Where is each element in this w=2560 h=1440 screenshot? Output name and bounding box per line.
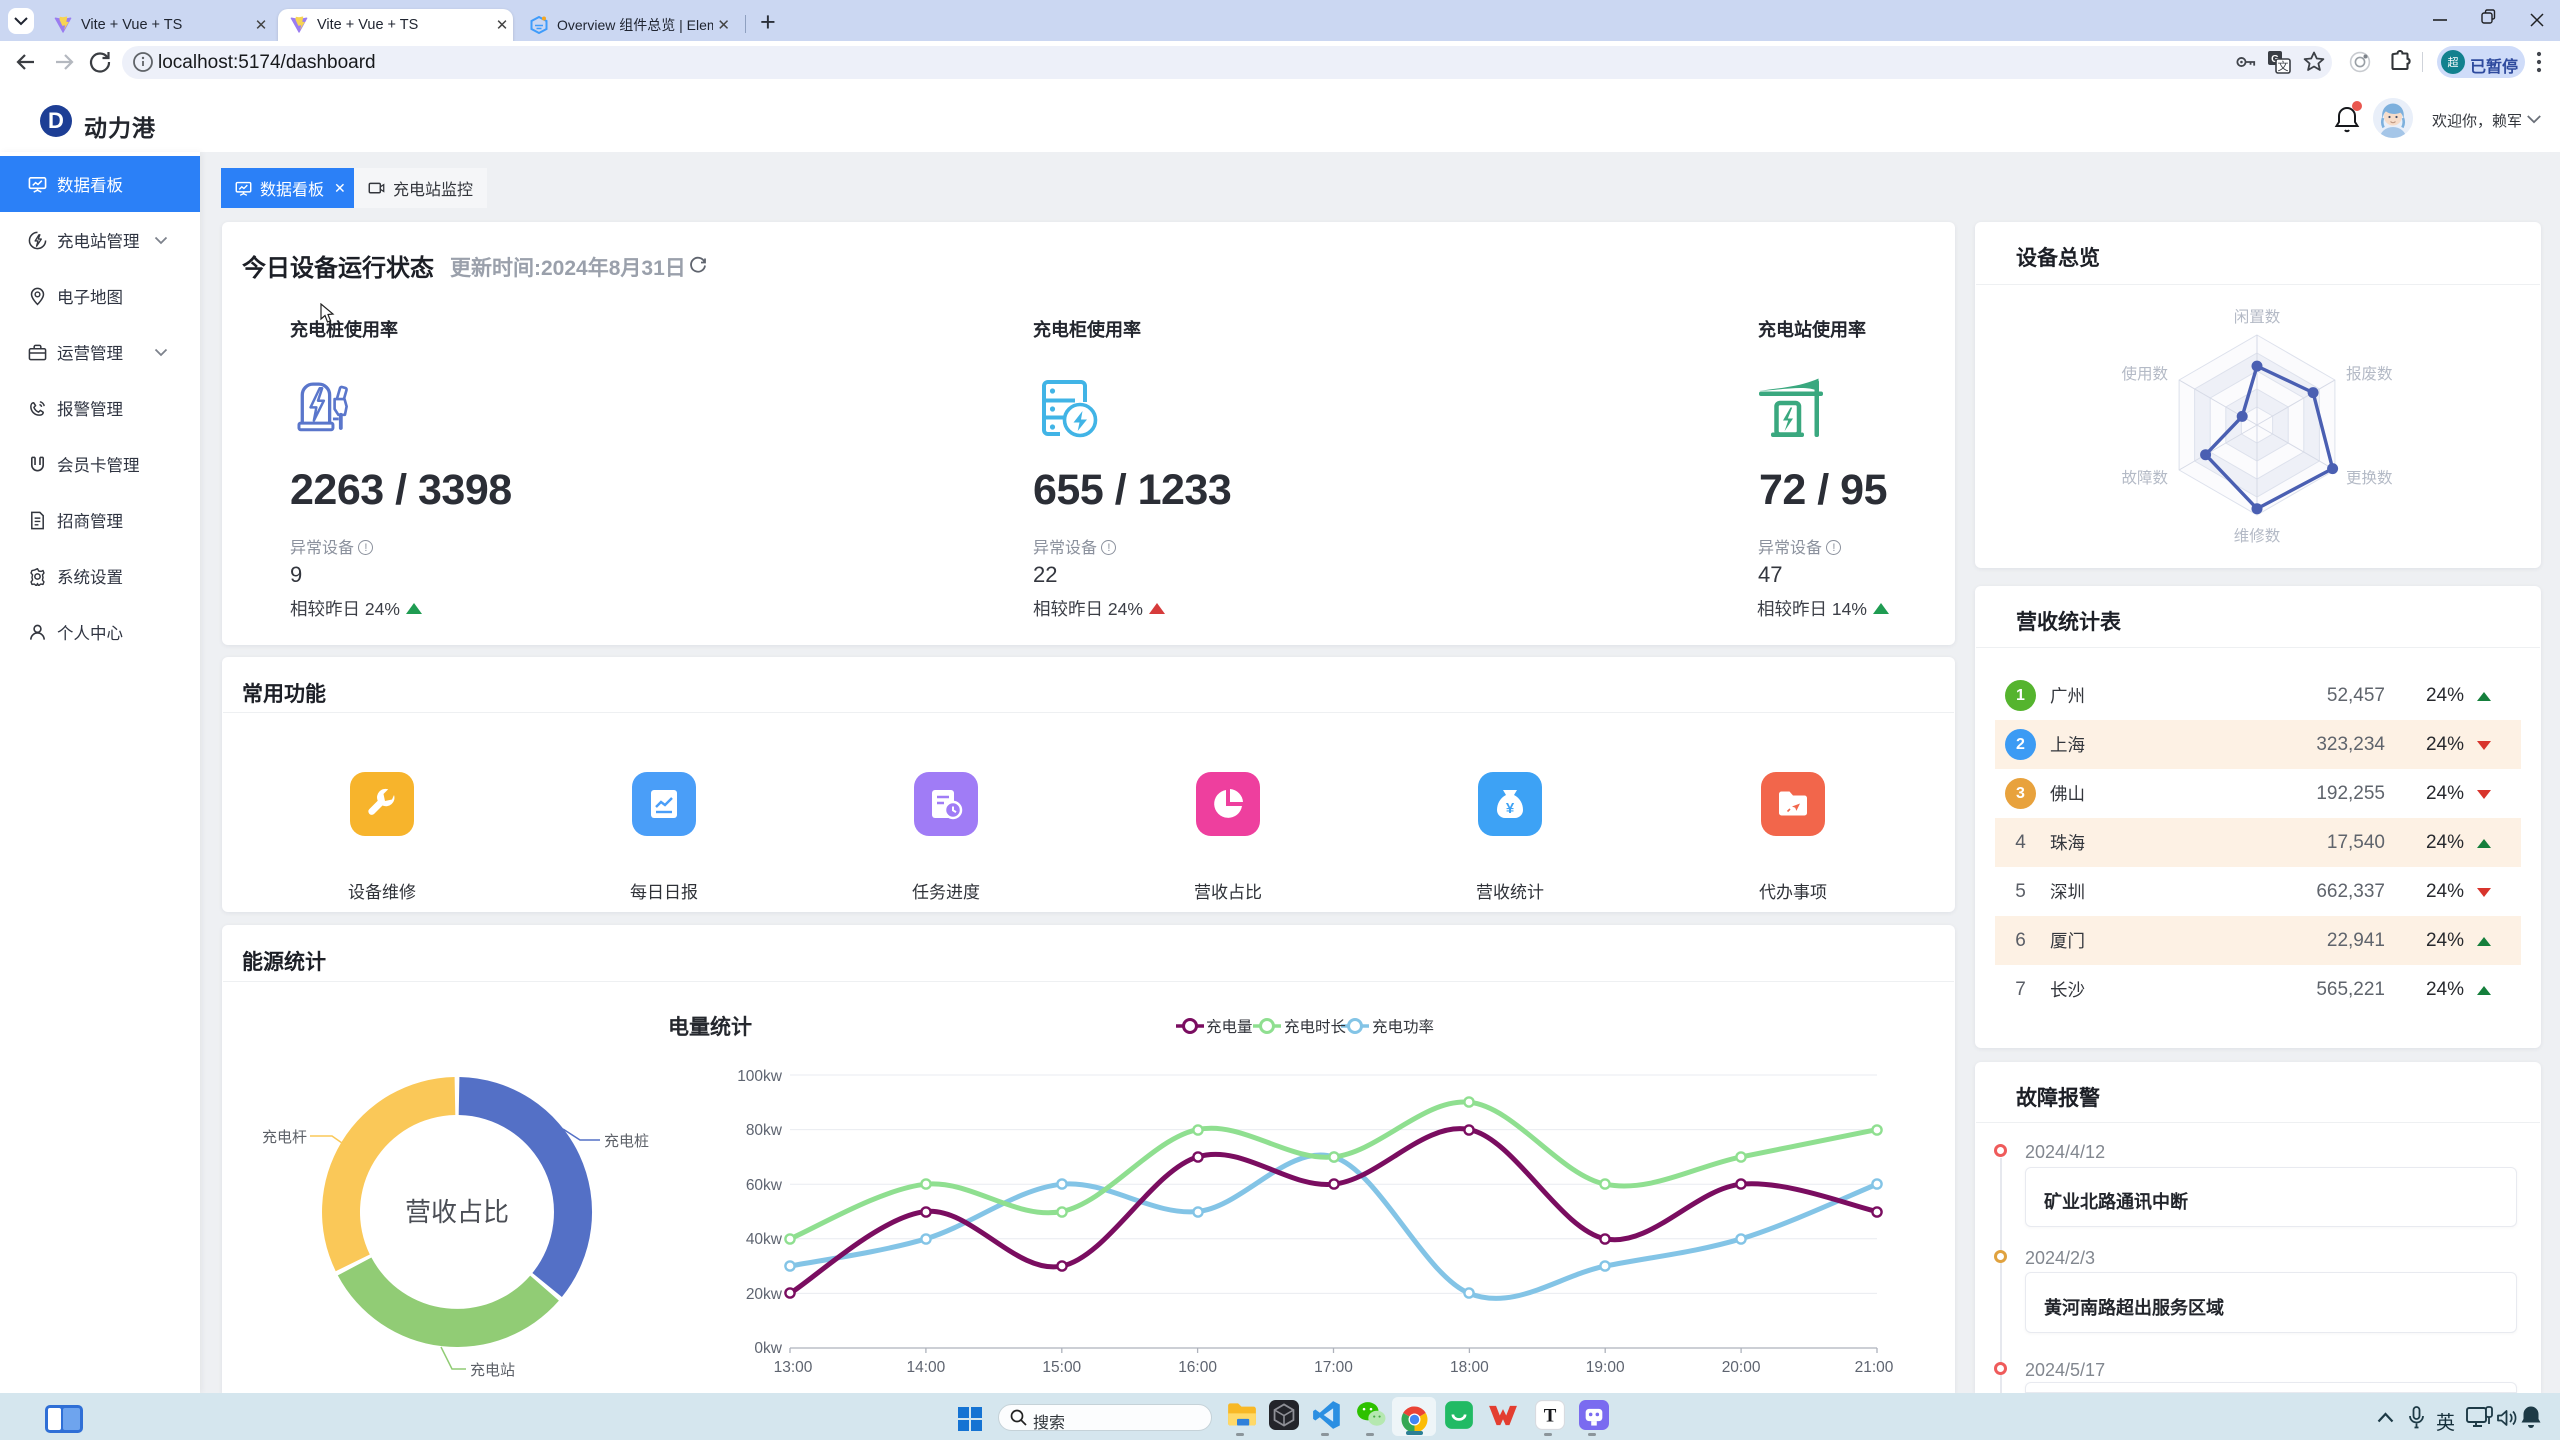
svg-text:16:00: 16:00 [1178, 1359, 1217, 1376]
svg-text:文: 文 [2278, 59, 2289, 73]
svg-text:营收占比: 营收占比 [405, 1197, 509, 1227]
svg-text:21:00: 21:00 [1855, 1359, 1894, 1376]
svg-text:充电时长: 充电时长 [1284, 1018, 1346, 1036]
svg-text:充电站: 充电站 [470, 1362, 515, 1379]
svg-text:80kw: 80kw [746, 1122, 783, 1139]
svg-text:更换数: 更换数 [2346, 469, 2393, 487]
svg-text:100kw: 100kw [737, 1068, 783, 1085]
svg-text:19:00: 19:00 [1586, 1359, 1625, 1376]
svg-text:充电功率: 充电功率 [1372, 1018, 1434, 1036]
svg-text:18:00: 18:00 [1450, 1359, 1489, 1376]
svg-text:60kw: 60kw [746, 1177, 783, 1194]
svg-text:维修数: 维修数 [2234, 527, 2281, 545]
svg-text:报废数: 报废数 [2346, 365, 2393, 383]
svg-text:0kw: 0kw [754, 1340, 782, 1357]
svg-text:40kw: 40kw [746, 1231, 783, 1248]
svg-text:T: T [1544, 1406, 1557, 1427]
svg-text:使用数: 使用数 [2121, 365, 2168, 383]
svg-text:充电量: 充电量 [1206, 1018, 1253, 1036]
svg-text:充电杆: 充电杆 [262, 1129, 307, 1146]
svg-text:14:00: 14:00 [907, 1359, 946, 1376]
svg-text:闲置数: 闲置数 [2234, 308, 2281, 326]
svg-text:充电桩: 充电桩 [604, 1133, 649, 1150]
svg-text:G: G [2271, 54, 2279, 65]
svg-text:20:00: 20:00 [1722, 1359, 1761, 1376]
svg-text:¥: ¥ [1506, 800, 1515, 817]
svg-text:17:00: 17:00 [1314, 1359, 1353, 1376]
svg-text:电量统计: 电量统计 [668, 1015, 752, 1039]
svg-text:20kw: 20kw [746, 1286, 783, 1303]
svg-text:故障数: 故障数 [2121, 469, 2168, 487]
svg-text:15:00: 15:00 [1042, 1359, 1081, 1376]
svg-text:13:00: 13:00 [774, 1359, 813, 1376]
